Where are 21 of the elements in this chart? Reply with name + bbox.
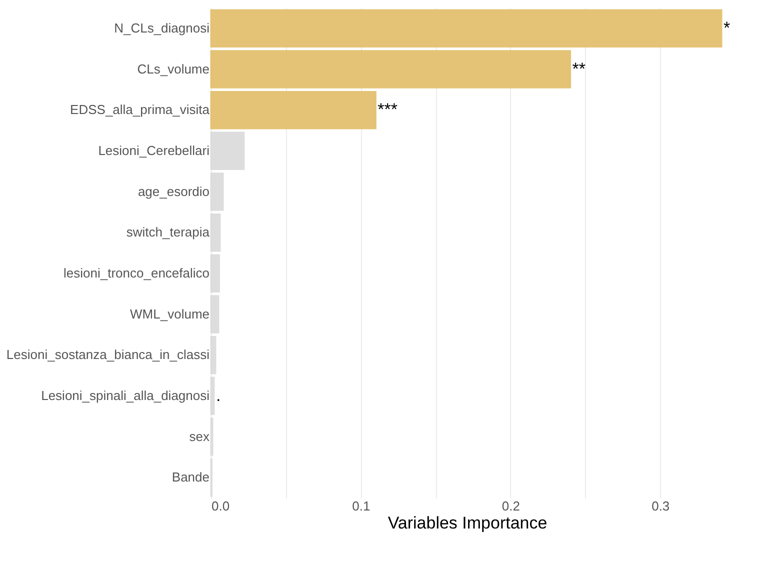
- x-tick-label: 0.3: [652, 498, 670, 514]
- y-tick-label: Lesioni_spinali_alla_diagnosi: [41, 388, 210, 403]
- y-tick-label: sex: [189, 428, 210, 444]
- x-tick-label: 0.1: [352, 498, 370, 514]
- data-label: *: [724, 18, 731, 38]
- y-tick-label: Lesioni_sostanza_bianca_in_classi: [6, 347, 210, 362]
- y-tick-label: N_CLs_diagnosi: [114, 20, 210, 36]
- y-tick-label: lesioni_tronco_encefalico: [64, 265, 210, 280]
- y-tick-label: CLs_volume: [137, 61, 210, 76]
- x-tick-label: 0.2: [502, 498, 520, 514]
- x-axis-title: Variables Importance: [388, 514, 548, 532]
- y-tick-label: Bande: [172, 470, 210, 485]
- x-tick-label: 0.0: [212, 498, 230, 514]
- y-tick-label: Lesioni_Cerebellari: [98, 142, 210, 158]
- y-tick-label: WML_volume: [130, 306, 210, 322]
- y-tick-label: EDSS_alla_prima_visita: [70, 102, 210, 118]
- y-tick-label: switch_terapia: [126, 224, 210, 240]
- data-label: **: [572, 59, 586, 78]
- y-tick-label: age_esordio: [138, 184, 210, 199]
- data-label: .: [216, 386, 221, 405]
- data-label: ***: [378, 100, 398, 120]
